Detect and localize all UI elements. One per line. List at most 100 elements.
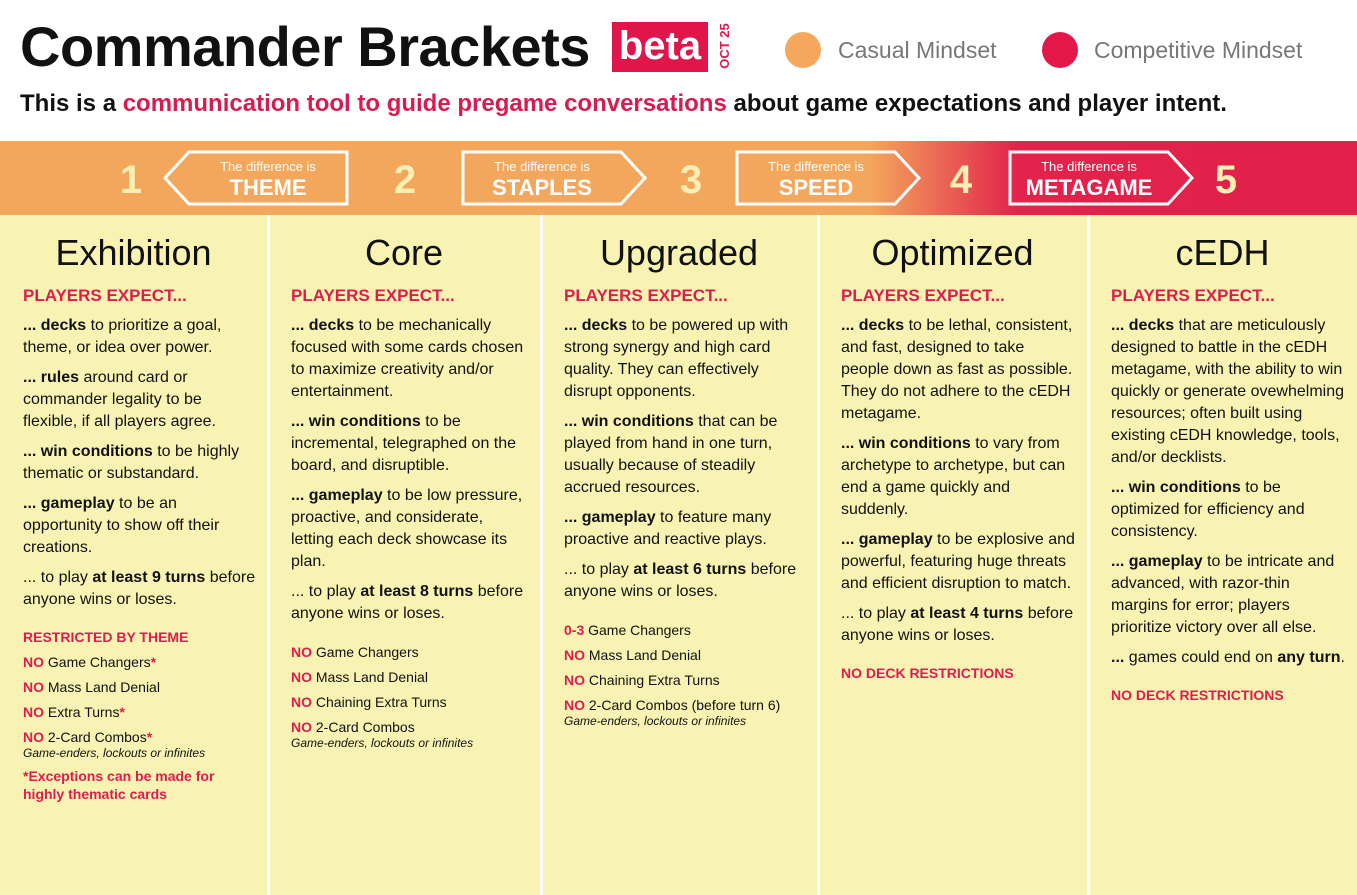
text: NO [291, 719, 312, 735]
expectation: ... to play at least 4 turns before anyo… [841, 603, 1076, 647]
text: that are meticulously designed to battle… [1111, 317, 1345, 466]
text: NO [291, 694, 312, 710]
text: ... decks [291, 317, 355, 334]
restriction: NO Chaining Extra Turns [564, 671, 806, 689]
text: 2-Card Combos [312, 719, 415, 735]
column-title: Exhibition [55, 232, 212, 273]
expectation: ... rules around card or commander legal… [23, 367, 256, 433]
text: NO [23, 704, 44, 720]
expectation: ... gameplay to be explosive and powerfu… [841, 529, 1076, 595]
difference-arrow [162, 150, 349, 206]
bracket-column: Upgraded PLAYERS EXPECT... ... decks to be… [564, 232, 806, 735]
text: ... win conditions [1111, 479, 1241, 496]
text: ... win conditions [841, 435, 971, 452]
text: to be intricate and advanced, with razor… [1111, 553, 1335, 636]
bracket-number: 3 [680, 158, 702, 202]
restriction: *Exceptions can be made for highly thema… [23, 767, 256, 803]
text: ... gameplay [841, 531, 933, 548]
text: before anyone wins or loses. [841, 605, 1074, 644]
expectation: ... to play at least 8 turns before anyo… [291, 581, 529, 625]
expectation: ... win conditions to be incremental, te… [291, 411, 529, 477]
text: Chaining Extra Turns [585, 672, 720, 688]
text: at least 6 turns [633, 561, 747, 578]
text: Mass Land Denial [585, 647, 701, 663]
legend-dot [785, 32, 821, 68]
text: any turn [1277, 649, 1341, 666]
text: Mass Land Denial [312, 669, 428, 685]
text: ... decks [23, 317, 87, 334]
expectation: ... to play at least 9 turns before anyo… [23, 567, 256, 611]
title: Commander Brackets [20, 15, 590, 78]
expectation: ... decks to be lethal, consistent, and … [841, 315, 1076, 425]
subtitle: This is a communication tool to guide pr… [20, 90, 1227, 118]
text: ... win conditions [291, 413, 421, 430]
text: NO [23, 654, 44, 670]
difference-arrow [461, 150, 648, 206]
date: OCT 25 [717, 23, 732, 69]
text: around card or commander legality to be … [23, 369, 216, 430]
text: to be an opportunity to show off their c… [23, 495, 220, 556]
text: ... rules [23, 369, 80, 386]
text: to be powered up with strong synergy and… [564, 317, 789, 400]
text: Game Changers [584, 622, 691, 638]
restrictions: NO Game Changers NO Mass Land Denial NO Ch… [291, 643, 529, 750]
text: at least 8 turns [360, 583, 474, 600]
expectation: ... win conditions to vary from archetyp… [841, 433, 1076, 521]
restrictions-heading: NO DECK RESTRICTIONS [1111, 687, 1284, 703]
expectation: ... decks to be powered up with strong s… [564, 315, 806, 403]
expect-heading: PLAYERS EXPECT... [564, 286, 728, 305]
expect-heading: PLAYERS EXPECT... [291, 286, 455, 305]
text: that can be played from hand in one turn… [564, 413, 778, 496]
expectation: ... decks to prioritize a goal, theme, o… [23, 315, 256, 359]
expectation: ... win conditions to be highly thematic… [23, 441, 256, 485]
subtitle-text: about game expectations and player inten… [726, 90, 1227, 117]
text: Game Changers [312, 644, 419, 660]
difference-word: SPEED [779, 175, 854, 200]
text: ... decks [1111, 317, 1175, 334]
bracket-number: 4 [950, 158, 973, 202]
text: ... decks [564, 317, 628, 334]
text: at least 4 turns [910, 605, 1024, 622]
text: to prioritize a goal, theme, or idea ove… [23, 317, 222, 356]
bracket-column: Core PLAYERS EXPECT... ... decks to be mec… [291, 232, 529, 757]
bracket-column: Exhibition PLAYERS EXPECT... ... decks to … [23, 232, 256, 810]
beta-badge: beta [612, 22, 708, 72]
expectation: ... gameplay to be intricate and advance… [1111, 551, 1346, 639]
bracket-number: 5 [1215, 158, 1237, 202]
column-title: cEDH [1175, 232, 1270, 273]
text: Mass Land Denial [44, 679, 160, 695]
restriction: NO 2-Card Combos [291, 718, 529, 736]
text: ... to play [841, 605, 911, 622]
difference-arrow [1008, 150, 1195, 206]
bracket-number: 2 [394, 158, 416, 202]
restrictions: NO DECK RESTRICTIONS [841, 665, 1076, 681]
text: ... to play [564, 561, 634, 578]
expectation: ... win conditions to be optimized for e… [1111, 477, 1346, 543]
text: ... gameplay [1111, 553, 1203, 570]
legend-label: Casual Mindset [838, 37, 997, 63]
restriction: NO Mass Land Denial [23, 678, 256, 696]
difference-word: METAGAME [1026, 175, 1153, 200]
text: to be highly thematic or substandard. [23, 443, 240, 482]
bracket-number: 1 [120, 158, 142, 202]
text: Game-enders, lockouts or infinites [291, 736, 474, 750]
difference-word: THEME [230, 175, 307, 200]
restrictions-heading: NO DECK RESTRICTIONS [841, 665, 1014, 681]
expectation: ... decks to be mechanically focused wit… [291, 315, 529, 403]
restriction-note: Game-enders, lockouts or infinites [291, 736, 529, 750]
text: to be optimized for efficiency and consi… [1111, 479, 1305, 540]
expectation: ... win conditions that can be played fr… [564, 411, 806, 499]
restriction: 0-3 Game Changers [564, 621, 806, 639]
text: Game-enders, lockouts or infinites [23, 746, 206, 760]
restriction: NO 2-Card Combos (before turn 6) [564, 696, 806, 714]
text: NO [23, 729, 44, 745]
restriction: NO Game Changers [291, 643, 529, 661]
text: before anyone wins or loses. [23, 569, 256, 608]
legend-label: Competitive Mindset [1094, 37, 1303, 63]
restriction-note: Game-enders, lockouts or infinites [564, 714, 806, 728]
restrictions: 0-3 Game Changers NO Mass Land Denial NO C… [564, 621, 806, 728]
text: ... to play [291, 583, 361, 600]
restrictions-heading: RESTRICTED BY THEME [23, 629, 189, 645]
expectation: ... gameplay to feature many proactive a… [564, 507, 806, 551]
expectation: ... gameplay to be an opportunity to sho… [23, 493, 256, 559]
